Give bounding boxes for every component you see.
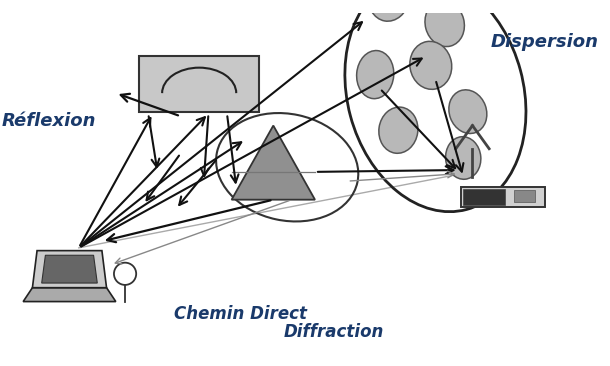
Polygon shape — [514, 190, 536, 202]
Ellipse shape — [410, 41, 452, 89]
Polygon shape — [463, 188, 505, 205]
Ellipse shape — [357, 51, 394, 99]
Polygon shape — [32, 251, 107, 288]
Text: Chemin Direct: Chemin Direct — [174, 305, 307, 322]
Ellipse shape — [379, 107, 418, 153]
Polygon shape — [232, 126, 315, 200]
Text: Diffraction: Diffraction — [283, 323, 384, 341]
Text: Dispersion: Dispersion — [491, 33, 599, 51]
Ellipse shape — [368, 0, 410, 21]
FancyBboxPatch shape — [461, 187, 545, 207]
Ellipse shape — [445, 137, 481, 179]
Polygon shape — [139, 56, 259, 112]
Ellipse shape — [449, 90, 487, 134]
Text: Réflexion: Réflexion — [2, 112, 96, 130]
Ellipse shape — [425, 1, 464, 46]
Polygon shape — [41, 255, 97, 283]
Polygon shape — [23, 288, 116, 302]
